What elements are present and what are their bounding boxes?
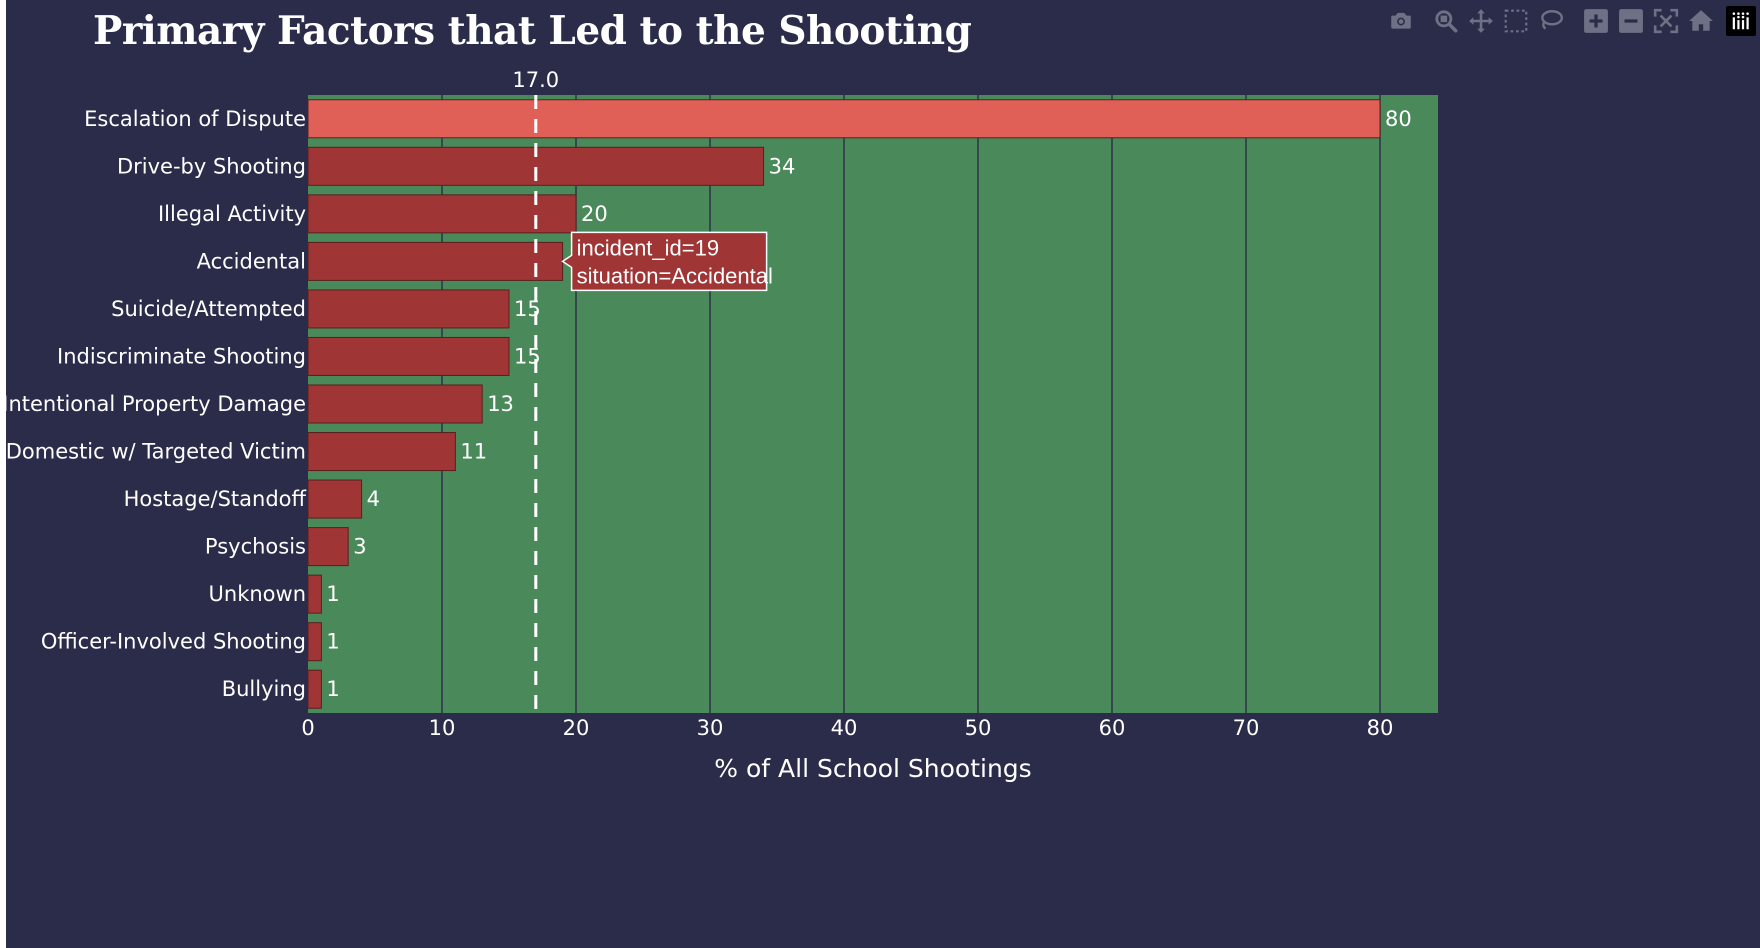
tooltip-box — [561, 231, 768, 292]
bar[interactable] — [307, 432, 456, 472]
chart-figure: Primary Factors that Led to the Shooting… — [6, 0, 1760, 948]
bar-value-label: 4 — [367, 487, 380, 511]
y-tick-label: Escalation of Dispute — [84, 107, 306, 131]
bar-value-label: 34 — [769, 154, 796, 178]
y-tick-label: Intentional Property Damage — [6, 392, 306, 416]
x-tick-label: 50 — [965, 716, 992, 740]
bar[interactable] — [307, 289, 510, 329]
bar-value-label: 3 — [353, 535, 366, 559]
y-tick-label: Psychosis — [205, 535, 306, 559]
x-axis-tick-labels: 0 10 20 30 40 50 60 70 80 — [301, 716, 1393, 740]
bar[interactable] — [307, 99, 1381, 139]
bar[interactable] — [307, 669, 322, 709]
bar-chart: Escalation of Dispute Drive-by Shooting Il… — [6, 68, 1438, 783]
y-tick-label: Accidental — [197, 249, 306, 273]
bar-value-label: 1 — [326, 582, 339, 606]
x-axis-title: % of All School Shootings — [714, 754, 1031, 783]
x-tick-label: 30 — [697, 716, 724, 740]
reset-axes-icon[interactable] — [1683, 6, 1718, 36]
bar-value-label: 80 — [1385, 107, 1412, 131]
bar[interactable] — [307, 479, 363, 519]
hover-tooltip: incident_id=19 situation=Accidental — [561, 231, 773, 292]
y-tick-label: Officer-Involved Shooting — [41, 630, 306, 654]
tooltip-line: situation=Accidental — [577, 263, 773, 288]
bars — [307, 99, 1381, 709]
chart-title: Primary Factors that Led to the Shooting — [93, 8, 972, 54]
x-tick-label: 40 — [831, 716, 858, 740]
bar[interactable] — [307, 384, 483, 424]
y-tick-label: Bullying — [222, 677, 306, 701]
bar-value-label: 11 — [460, 440, 487, 464]
bar-value-label: 20 — [581, 202, 608, 226]
y-tick-label: Unknown — [209, 582, 306, 606]
reference-line-label: 17.0 — [512, 68, 559, 92]
reference-line: 17.0 — [512, 68, 559, 713]
bar-value-label: 1 — [326, 630, 339, 654]
plotly-logo-icon[interactable] — [1726, 6, 1756, 36]
zoom-out-icon[interactable] — [1613, 6, 1648, 36]
zoom-icon[interactable] — [1428, 6, 1463, 36]
bar[interactable] — [307, 194, 577, 234]
pan-icon[interactable] — [1463, 6, 1498, 36]
x-tick-label: 60 — [1099, 716, 1126, 740]
y-tick-label: Illegal Activity — [158, 202, 306, 226]
x-tick-label: 20 — [563, 716, 590, 740]
bar[interactable] — [307, 527, 349, 567]
bar[interactable] — [307, 336, 510, 376]
bar[interactable] — [307, 622, 322, 662]
y-tick-label: Suicide/Attempted — [111, 297, 306, 321]
bar-value-label: 13 — [487, 392, 514, 416]
box-select-icon[interactable] — [1498, 6, 1533, 36]
autoscale-icon[interactable] — [1648, 6, 1683, 36]
x-tick-label: 0 — [301, 716, 314, 740]
y-tick-label: Hostage/Standoff — [124, 487, 307, 511]
x-tick-label: 70 — [1233, 716, 1260, 740]
bar[interactable] — [307, 241, 564, 281]
grid-lines — [441, 95, 1381, 713]
camera-icon[interactable] — [1383, 6, 1418, 36]
bar-value-label: 1 — [326, 677, 339, 701]
bar[interactable] — [307, 574, 322, 614]
y-tick-label: Domestic w/ Targeted Victim — [6, 440, 306, 464]
y-tick-label: Indiscriminate Shooting — [57, 344, 306, 368]
x-tick-label: 80 — [1367, 716, 1394, 740]
y-tick-label: Drive-by Shooting — [117, 154, 306, 178]
y-axis-tick-labels: Escalation of Dispute Drive-by Shooting Il… — [6, 107, 307, 701]
lasso-select-icon[interactable] — [1533, 6, 1568, 36]
x-tick-label: 10 — [429, 716, 456, 740]
zoom-in-icon[interactable] — [1578, 6, 1613, 36]
tooltip-line: incident_id=19 — [577, 235, 720, 260]
modebar — [1383, 6, 1760, 36]
